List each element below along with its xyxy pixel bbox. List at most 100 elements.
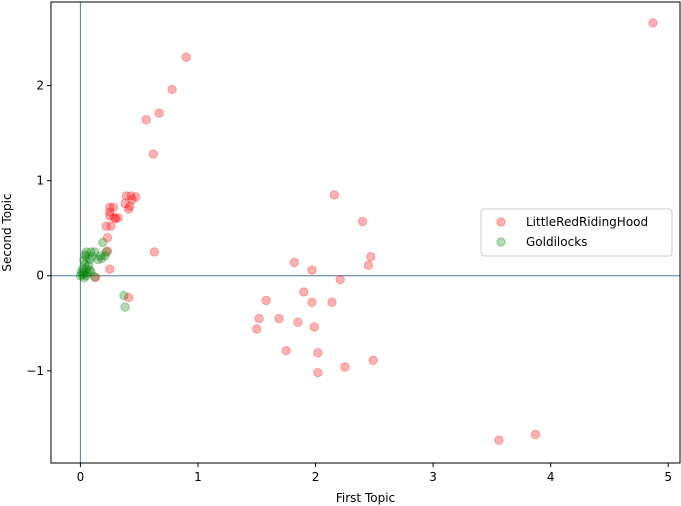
data-point-series-1 xyxy=(110,214,121,224)
legend-marker xyxy=(496,237,506,247)
data-point-series-1 xyxy=(108,202,119,213)
data-point-series-2 xyxy=(81,271,91,281)
data-point-series-1 xyxy=(252,324,262,334)
x-tick-label: 3 xyxy=(429,470,437,484)
data-point-series-1 xyxy=(274,313,284,324)
data-point-series-1 xyxy=(281,346,291,356)
reference-lines xyxy=(51,2,680,463)
data-point-series-2 xyxy=(79,268,89,278)
data-point-series-1 xyxy=(130,192,141,202)
data-point-series-2 xyxy=(78,270,88,280)
x-tick-label: 5 xyxy=(664,470,672,484)
data-point-series-1 xyxy=(126,191,136,201)
data-point-series-1 xyxy=(127,195,137,205)
data-point-series-1 xyxy=(357,216,368,227)
data-point-series-1 xyxy=(329,190,340,200)
data-point-series-1 xyxy=(494,435,504,445)
data-point-series-1 xyxy=(148,149,158,159)
data-point-series-1 xyxy=(167,84,177,95)
data-point-series-2 xyxy=(86,247,96,257)
y-tick-label: 2 xyxy=(36,79,44,93)
data-point-series-2 xyxy=(95,251,106,261)
data-point-series-2 xyxy=(79,255,89,266)
data-point-series-1 xyxy=(121,191,131,201)
data-point-series-1 xyxy=(120,198,130,209)
data-point-series-2 xyxy=(98,237,108,248)
data-point-series-1 xyxy=(327,297,337,308)
data-point-series-2 xyxy=(80,250,90,260)
data-point-series-1 xyxy=(363,260,374,270)
x-tick-label: 2 xyxy=(312,470,320,484)
data-point-series-1 xyxy=(340,362,350,372)
data-point-series-1 xyxy=(105,202,115,213)
data-point-series-1 xyxy=(154,108,164,118)
data-point-series-2 xyxy=(78,264,88,274)
data-point-series-2 xyxy=(85,254,95,265)
x-axis-label: First Topic xyxy=(336,491,395,505)
data-point-series-2 xyxy=(75,271,86,281)
y-axis-ticks: −1 0 1 2 xyxy=(26,79,51,378)
data-point-series-1 xyxy=(105,211,115,221)
data-point-series-2 xyxy=(119,291,129,301)
data-point-series-2 xyxy=(82,268,93,278)
data-point-series-2 xyxy=(80,259,90,270)
y-tick-label: 0 xyxy=(36,269,44,283)
data-point-series-1 xyxy=(105,207,115,217)
data-point-series-2 xyxy=(93,254,103,265)
legend-label: LittleRedRidingHood xyxy=(526,215,648,229)
data-point-series-1 xyxy=(307,265,317,275)
data-point-series-2 xyxy=(100,251,110,261)
data-point-series-1 xyxy=(123,292,134,303)
data-point-series-1 xyxy=(106,221,116,232)
data-point-series-1 xyxy=(181,52,191,62)
data-point-series-1 xyxy=(309,322,320,332)
data-point-series-1 xyxy=(109,213,120,223)
data-point-series-1 xyxy=(254,313,264,324)
data-point-series-2 xyxy=(96,253,107,264)
data-point-series-2 xyxy=(76,267,87,277)
data-point-series-1 xyxy=(648,18,658,28)
data-point-series-2 xyxy=(85,265,95,275)
data-point-series-1 xyxy=(90,272,101,283)
data-point-series-1 xyxy=(149,247,160,257)
data-point-series-1 xyxy=(530,429,541,440)
y-tick-label: −1 xyxy=(26,364,44,378)
data-point-series-1 xyxy=(313,348,323,358)
data-point-series-1 xyxy=(123,204,134,214)
data-point-series-1 xyxy=(307,297,317,308)
data-point-series-2 xyxy=(79,272,89,283)
y-axis-label: Second Topic xyxy=(0,193,14,271)
data-point-series-1 xyxy=(102,246,113,256)
data-points xyxy=(75,18,658,445)
legend-marker xyxy=(496,217,506,227)
data-point-series-2 xyxy=(120,302,130,312)
data-point-series-2 xyxy=(81,247,91,257)
data-point-series-1 xyxy=(105,264,115,274)
data-point-series-2 xyxy=(87,252,97,262)
data-point-series-2 xyxy=(86,267,96,277)
plot-frame xyxy=(50,1,681,464)
legend-label: Goldilocks xyxy=(526,235,587,249)
legend: LittleRedRidingHood Goldilocks xyxy=(480,208,673,257)
data-point-series-1 xyxy=(299,287,309,297)
data-point-series-1 xyxy=(289,257,300,268)
data-point-series-1 xyxy=(366,252,376,262)
data-point-series-1 xyxy=(101,221,111,232)
data-point-series-2 xyxy=(81,264,91,274)
x-axis-ticks: 0 1 2 3 4 5 xyxy=(77,463,672,484)
legend-box xyxy=(480,208,673,257)
data-point-series-1 xyxy=(125,201,135,212)
data-point-series-2 xyxy=(89,271,100,282)
data-point-series-1 xyxy=(293,317,303,328)
data-point-series-1 xyxy=(368,355,378,366)
x-tick-label: 1 xyxy=(194,470,202,484)
data-point-series-1 xyxy=(313,368,323,378)
data-point-series-2 xyxy=(81,252,91,262)
y-tick-label: 1 xyxy=(36,174,44,188)
data-point-series-1 xyxy=(102,233,113,243)
data-point-series-1 xyxy=(141,115,151,125)
data-point-series-2 xyxy=(83,260,94,270)
data-point-series-1 xyxy=(261,295,271,306)
x-tick-label: 4 xyxy=(547,470,555,484)
